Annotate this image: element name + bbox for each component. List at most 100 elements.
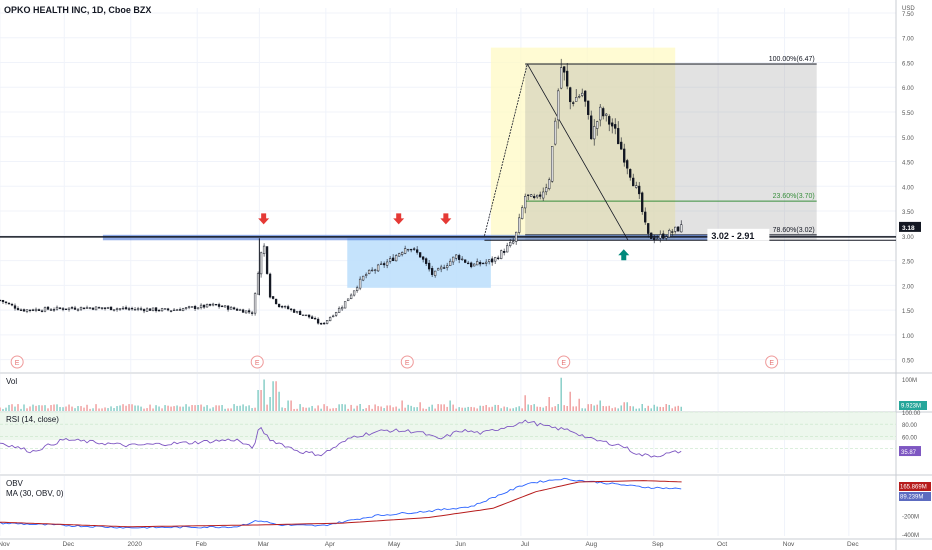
candle — [259, 252, 263, 275]
volume-bar — [38, 405, 40, 411]
volume-bar — [659, 406, 661, 411]
volume-bar — [2, 408, 4, 411]
volume-bar — [455, 408, 457, 411]
volume-bar — [473, 407, 475, 411]
time-tick-label: Dec — [847, 541, 859, 548]
volume-bar — [137, 405, 139, 411]
candle — [256, 273, 260, 295]
volume-bar — [302, 407, 304, 411]
volume-bar — [215, 405, 217, 411]
time-tick-label: Dec — [63, 541, 75, 548]
volume-bar — [611, 408, 613, 411]
volume-bar — [431, 404, 433, 411]
volume-bar — [248, 405, 250, 411]
volume-bar — [239, 405, 241, 411]
volume-bar — [233, 404, 235, 411]
candle — [436, 268, 440, 271]
volume-bar — [680, 406, 682, 411]
volume-bar — [203, 406, 205, 411]
trend-line — [484, 63, 528, 236]
candle — [61, 308, 65, 310]
candle — [223, 305, 227, 308]
volume-bar — [68, 404, 70, 411]
candle — [349, 294, 353, 300]
volume-bar — [554, 406, 556, 411]
support-label-bg — [707, 228, 770, 241]
volume-bar — [14, 406, 16, 411]
candle — [614, 124, 617, 129]
candle — [166, 308, 170, 311]
volume-bar — [41, 405, 43, 411]
volume-bar — [638, 408, 640, 411]
volume-bar — [266, 404, 268, 411]
volume-bar — [185, 404, 187, 411]
volume-bar — [434, 408, 436, 411]
candle — [635, 185, 638, 188]
volume-bar — [209, 408, 211, 411]
volume-bar — [287, 400, 289, 411]
volume-bar — [497, 404, 499, 411]
volume-bar — [104, 407, 106, 411]
candle — [548, 179, 551, 189]
candle — [202, 304, 206, 308]
volume-bar — [125, 405, 127, 411]
volume-bar — [458, 407, 460, 411]
volume-bar — [647, 405, 649, 411]
candle — [575, 97, 578, 102]
candle — [157, 309, 161, 312]
price-tick-label: 1.50 — [902, 309, 914, 315]
obv-ma-line — [0, 480, 682, 528]
candle — [412, 248, 416, 250]
candle — [160, 308, 164, 312]
candle — [46, 306, 50, 310]
volume-bar — [614, 407, 616, 411]
volume-bar — [17, 404, 19, 411]
volume-bar — [53, 404, 55, 411]
volume-bar — [152, 408, 154, 411]
volume-bar — [176, 405, 178, 411]
rsi-tick-label: 60.00 — [902, 435, 918, 441]
candle — [385, 261, 389, 266]
candle — [298, 311, 302, 315]
volume-bar — [236, 405, 238, 411]
candle — [49, 309, 53, 311]
volume-bar — [260, 390, 262, 411]
candle — [31, 309, 35, 311]
volume-bar — [668, 404, 670, 411]
volume-bar — [506, 407, 508, 411]
volume-bar — [593, 405, 595, 411]
volume-bar — [290, 400, 292, 411]
volume-bar — [377, 406, 379, 411]
candle — [424, 258, 428, 264]
earnings-marker-label: E — [255, 360, 260, 367]
volume-bar — [35, 405, 37, 411]
volume-bar — [446, 406, 448, 411]
volume-bar — [587, 404, 589, 411]
candle — [211, 303, 215, 306]
time-tick-label: 2020 — [128, 541, 143, 548]
candle — [121, 307, 125, 310]
candle — [539, 194, 542, 197]
price-tick-label: 0.50 — [902, 359, 914, 365]
volume-bar — [356, 405, 358, 411]
candle — [334, 312, 338, 316]
candle — [124, 307, 128, 310]
candle — [379, 263, 383, 265]
volume-bar — [560, 377, 562, 411]
rsi-tick-label: 100.00 — [902, 411, 921, 417]
candle — [244, 310, 248, 314]
candle — [460, 258, 464, 261]
candle — [184, 307, 188, 309]
candle — [466, 262, 470, 265]
candle — [454, 254, 458, 259]
volume-bar — [131, 404, 133, 411]
price-tick-label: 1.00 — [902, 334, 914, 340]
volume-bar — [200, 404, 202, 411]
volume-bar — [191, 405, 193, 411]
volume-bar — [344, 404, 346, 411]
candle — [569, 87, 572, 103]
volume-bar — [632, 406, 634, 411]
volume-bar — [392, 407, 394, 411]
volume-bar — [629, 406, 631, 411]
